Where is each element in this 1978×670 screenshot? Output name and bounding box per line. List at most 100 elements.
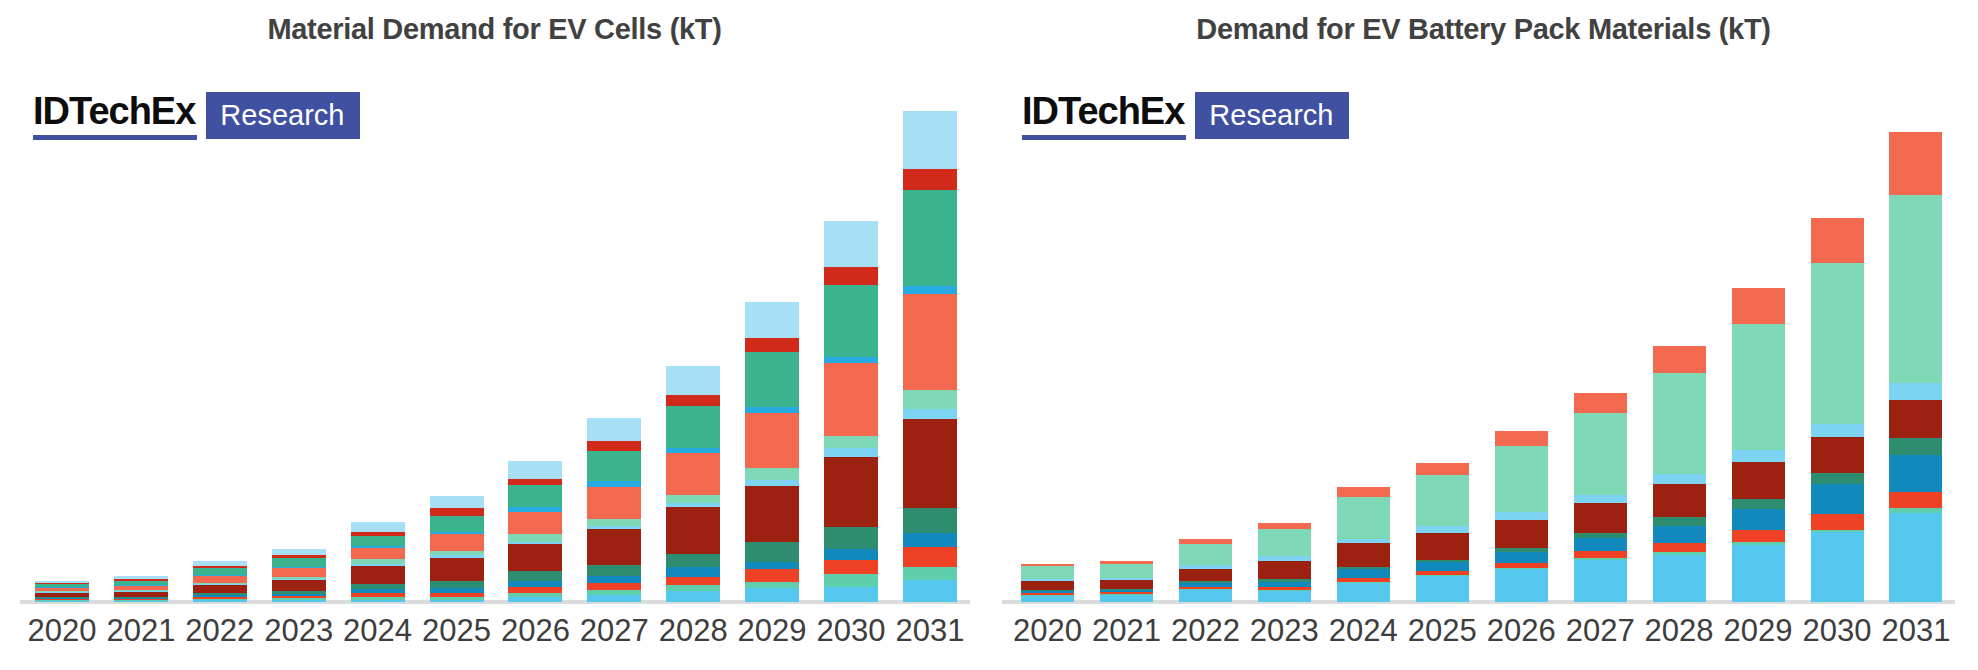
segment-red-orange[interactable] — [903, 547, 957, 567]
segment-light-aquamarine[interactable] — [1811, 263, 1864, 424]
bar-2022[interactable] — [1179, 539, 1232, 602]
segment-sky-blue[interactable] — [745, 588, 799, 602]
segment-salmon[interactable] — [272, 568, 326, 577]
segment-ocean-blue[interactable] — [903, 533, 957, 547]
segment-sky-blue[interactable] — [1337, 583, 1390, 602]
segment-salmon[interactable] — [430, 534, 484, 551]
segment-salmon[interactable] — [903, 294, 957, 390]
segment-light-sky-blue[interactable] — [1653, 474, 1706, 484]
segment-dark-teal[interactable] — [666, 554, 720, 567]
segment-red[interactable] — [745, 338, 799, 352]
segment-salmon[interactable] — [666, 453, 720, 495]
bar-2023[interactable] — [272, 549, 326, 602]
segment-pale-blue[interactable] — [351, 522, 405, 532]
segment-dark-teal[interactable] — [587, 565, 641, 576]
segment-light-sky-blue[interactable] — [1811, 424, 1864, 437]
segment-dark-red[interactable] — [193, 585, 247, 593]
segment-dark-red[interactable] — [745, 486, 799, 542]
segment-ocean-blue[interactable] — [1811, 484, 1864, 514]
segment-sky-blue[interactable] — [1021, 596, 1074, 602]
segment-light-aquamarine[interactable] — [1021, 566, 1074, 579]
segment-light-aquamarine[interactable] — [666, 495, 720, 503]
segment-teal-green[interactable] — [903, 190, 957, 286]
bar-2026[interactable] — [1495, 431, 1548, 602]
segment-teal-green[interactable] — [666, 406, 720, 448]
segment-light-aquamarine[interactable] — [1337, 497, 1390, 539]
segment-pale-blue[interactable] — [745, 302, 799, 338]
segment-dark-teal[interactable] — [430, 581, 484, 588]
segment-sky-blue[interactable] — [430, 600, 484, 602]
segment-sky-blue[interactable] — [1495, 569, 1548, 602]
segment-teal-green[interactable] — [508, 485, 562, 507]
segment-dark-teal[interactable] — [1653, 517, 1706, 526]
segment-ocean-blue[interactable] — [1653, 526, 1706, 543]
segment-sky-blue[interactable] — [272, 600, 326, 602]
segment-pale-blue[interactable] — [430, 496, 484, 508]
segment-salmon[interactable] — [824, 363, 878, 436]
segment-dark-red[interactable] — [351, 566, 405, 584]
segment-ocean-blue[interactable] — [666, 567, 720, 577]
segment-teal-green[interactable] — [193, 568, 247, 575]
segment-teal-green[interactable] — [351, 536, 405, 546]
bar-2028[interactable] — [666, 366, 720, 602]
segment-dark-red[interactable] — [1732, 462, 1785, 499]
segment-salmon[interactable] — [1811, 218, 1864, 263]
segment-dark-red[interactable] — [508, 544, 562, 571]
segment-red[interactable] — [587, 441, 641, 451]
segment-salmon[interactable] — [745, 413, 799, 468]
segment-sky-blue[interactable] — [1653, 555, 1706, 602]
segment-light-aquamarine[interactable] — [1416, 475, 1469, 526]
segment-light-sky-blue[interactable] — [1416, 526, 1469, 533]
segment-teal-green[interactable] — [430, 516, 484, 532]
segment-dark-red[interactable] — [1179, 569, 1232, 581]
segment-red[interactable] — [430, 508, 484, 516]
segment-light-aquamarine[interactable] — [1732, 324, 1785, 450]
segment-ocean-blue[interactable] — [1889, 455, 1942, 492]
segment-teal-green[interactable] — [824, 285, 878, 357]
bar-2021[interactable] — [114, 576, 168, 602]
bar-2031[interactable] — [1889, 132, 1942, 602]
segment-pale-blue[interactable] — [666, 366, 720, 395]
segment-sky-blue[interactable] — [903, 580, 957, 602]
segment-dark-teal[interactable] — [824, 527, 878, 549]
segment-light-aquamarine[interactable] — [1495, 446, 1548, 512]
segment-dark-red[interactable] — [1574, 503, 1627, 533]
segment-light-aquamarine[interactable] — [1574, 413, 1627, 495]
segment-red-orange[interactable] — [1653, 543, 1706, 552]
segment-light-aquamarine[interactable] — [508, 534, 562, 542]
segment-salmon[interactable] — [508, 512, 562, 534]
segment-light-sky-blue[interactable] — [1732, 450, 1785, 462]
segment-sky-blue[interactable] — [824, 587, 878, 602]
segment-red-orange[interactable] — [1889, 492, 1942, 508]
bar-2020[interactable] — [1021, 564, 1074, 602]
segment-red-orange[interactable] — [824, 560, 878, 574]
segment-dark-red[interactable] — [1653, 484, 1706, 517]
segment-ocean-blue[interactable] — [587, 576, 641, 583]
segment-ocean-blue[interactable] — [745, 562, 799, 569]
segment-salmon[interactable] — [1889, 132, 1942, 195]
segment-teal-green[interactable] — [272, 558, 326, 567]
segment-red-orange[interactable] — [1574, 551, 1627, 558]
bar-2030[interactable] — [824, 221, 878, 602]
bar-2023[interactable] — [1258, 523, 1311, 602]
segment-red[interactable] — [824, 267, 878, 285]
segment-ocean-blue[interactable] — [1337, 569, 1390, 578]
segment-dark-red[interactable] — [1495, 520, 1548, 548]
segment-aquamarine[interactable] — [903, 567, 957, 580]
segment-pale-blue[interactable] — [508, 461, 562, 479]
bar-2025[interactable] — [1416, 463, 1469, 602]
segment-teal-green[interactable] — [587, 451, 641, 481]
segment-salmon[interactable] — [1416, 463, 1469, 475]
segment-red-orange[interactable] — [745, 569, 799, 582]
segment-salmon[interactable] — [193, 576, 247, 583]
segment-sky-blue[interactable] — [193, 600, 247, 602]
segment-light-aquamarine[interactable] — [745, 468, 799, 480]
segment-bright-blue[interactable] — [903, 286, 957, 294]
segment-sky-blue[interactable] — [1811, 532, 1864, 602]
bar-2025[interactable] — [430, 496, 484, 602]
segment-dark-teal[interactable] — [508, 571, 562, 581]
segment-light-aquamarine[interactable] — [824, 436, 878, 448]
bar-2030[interactable] — [1811, 218, 1864, 602]
segment-dark-red[interactable] — [1100, 580, 1153, 589]
segment-aquamarine[interactable] — [824, 574, 878, 587]
